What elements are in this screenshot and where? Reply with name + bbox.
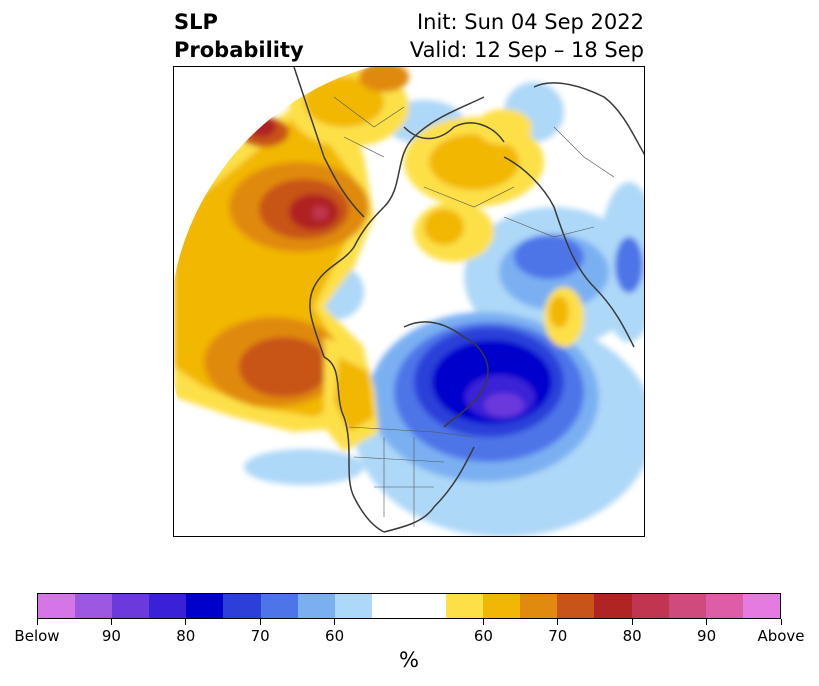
colorbar-tick-label: Above — [757, 627, 805, 645]
colorbar-tick-label: 70 — [250, 627, 270, 645]
colorbar-segment — [186, 594, 224, 618]
colorbar — [37, 593, 781, 619]
colorbar-segment — [149, 594, 187, 618]
map-dates: Init: Sun 04 Sep 2022 Valid: 12 Sep – 18… — [410, 8, 644, 64]
colorbar-tick — [110, 619, 112, 625]
colorbar-segment — [334, 594, 372, 618]
colorbar-tick-label: Below — [14, 627, 60, 645]
colorbar-segment — [75, 594, 113, 618]
polar-stereographic-map — [173, 66, 645, 537]
colorbar-segment — [631, 594, 669, 618]
colorbar-tick-label: 90 — [697, 627, 717, 645]
above-normal-area — [304, 77, 384, 127]
colorbar-segment — [223, 594, 261, 618]
colorbar-tick-label: 70 — [548, 627, 568, 645]
colorbar-segment — [483, 594, 521, 618]
above-normal-area — [359, 67, 409, 92]
below-normal-area — [484, 393, 524, 417]
colorbar-tick — [482, 619, 484, 625]
colorbar-segment — [742, 594, 780, 618]
colorbar-tick — [36, 619, 38, 625]
colorbar-tick — [780, 619, 782, 625]
above-normal-area — [248, 117, 276, 137]
above-normal-area — [549, 296, 569, 328]
colorbar-tick — [557, 619, 559, 625]
borders — [333, 96, 615, 527]
above-normal-area — [334, 357, 374, 432]
colorbar-tick-label: 80 — [622, 627, 642, 645]
colorbar-tick — [259, 619, 261, 625]
colorbar-segment — [520, 594, 558, 618]
colorbar-tick-label: 60 — [325, 627, 345, 645]
colorbar-tick-label: 80 — [176, 627, 196, 645]
colorbar-segment — [705, 594, 743, 618]
colorbar-tick — [334, 619, 336, 625]
colorbar-segment — [446, 594, 484, 618]
colorbar-tick-label: 90 — [101, 627, 121, 645]
below-normal-area — [514, 235, 584, 279]
valid-range: Valid: 12 Sep – 18 Sep — [409, 38, 644, 62]
probability-field — [174, 67, 644, 536]
colorbar-segment — [408, 594, 447, 618]
colorbar-tick — [185, 619, 187, 625]
colorbar-segment — [260, 594, 298, 618]
coastlines — [293, 67, 644, 533]
above-normal-area — [424, 209, 464, 245]
colorbar-tick — [631, 619, 633, 625]
colorbar-units: % — [399, 648, 419, 672]
title-type: Probability — [174, 38, 304, 62]
colorbar-segment — [38, 594, 76, 618]
map-title: SLP Probability — [174, 8, 304, 64]
colorbar-segment — [668, 594, 706, 618]
colorbar-segment — [297, 594, 335, 618]
above-normal-area — [429, 134, 519, 190]
colorbar-segment — [557, 594, 595, 618]
init-date: Init: Sun 04 Sep 2022 — [416, 10, 644, 34]
above-normal-area — [476, 109, 532, 145]
below-normal-area — [244, 449, 364, 485]
colorbar-segment — [371, 594, 409, 618]
colorbar-tick-label: 60 — [473, 627, 493, 645]
below-normal-area — [615, 237, 643, 293]
colorbar-segment — [112, 594, 150, 618]
above-normal-area — [312, 206, 328, 220]
title-variable: SLP — [174, 10, 218, 34]
colorbar-tick — [706, 619, 708, 625]
above-normal-area — [239, 337, 329, 397]
colorbar-segment — [594, 594, 632, 618]
